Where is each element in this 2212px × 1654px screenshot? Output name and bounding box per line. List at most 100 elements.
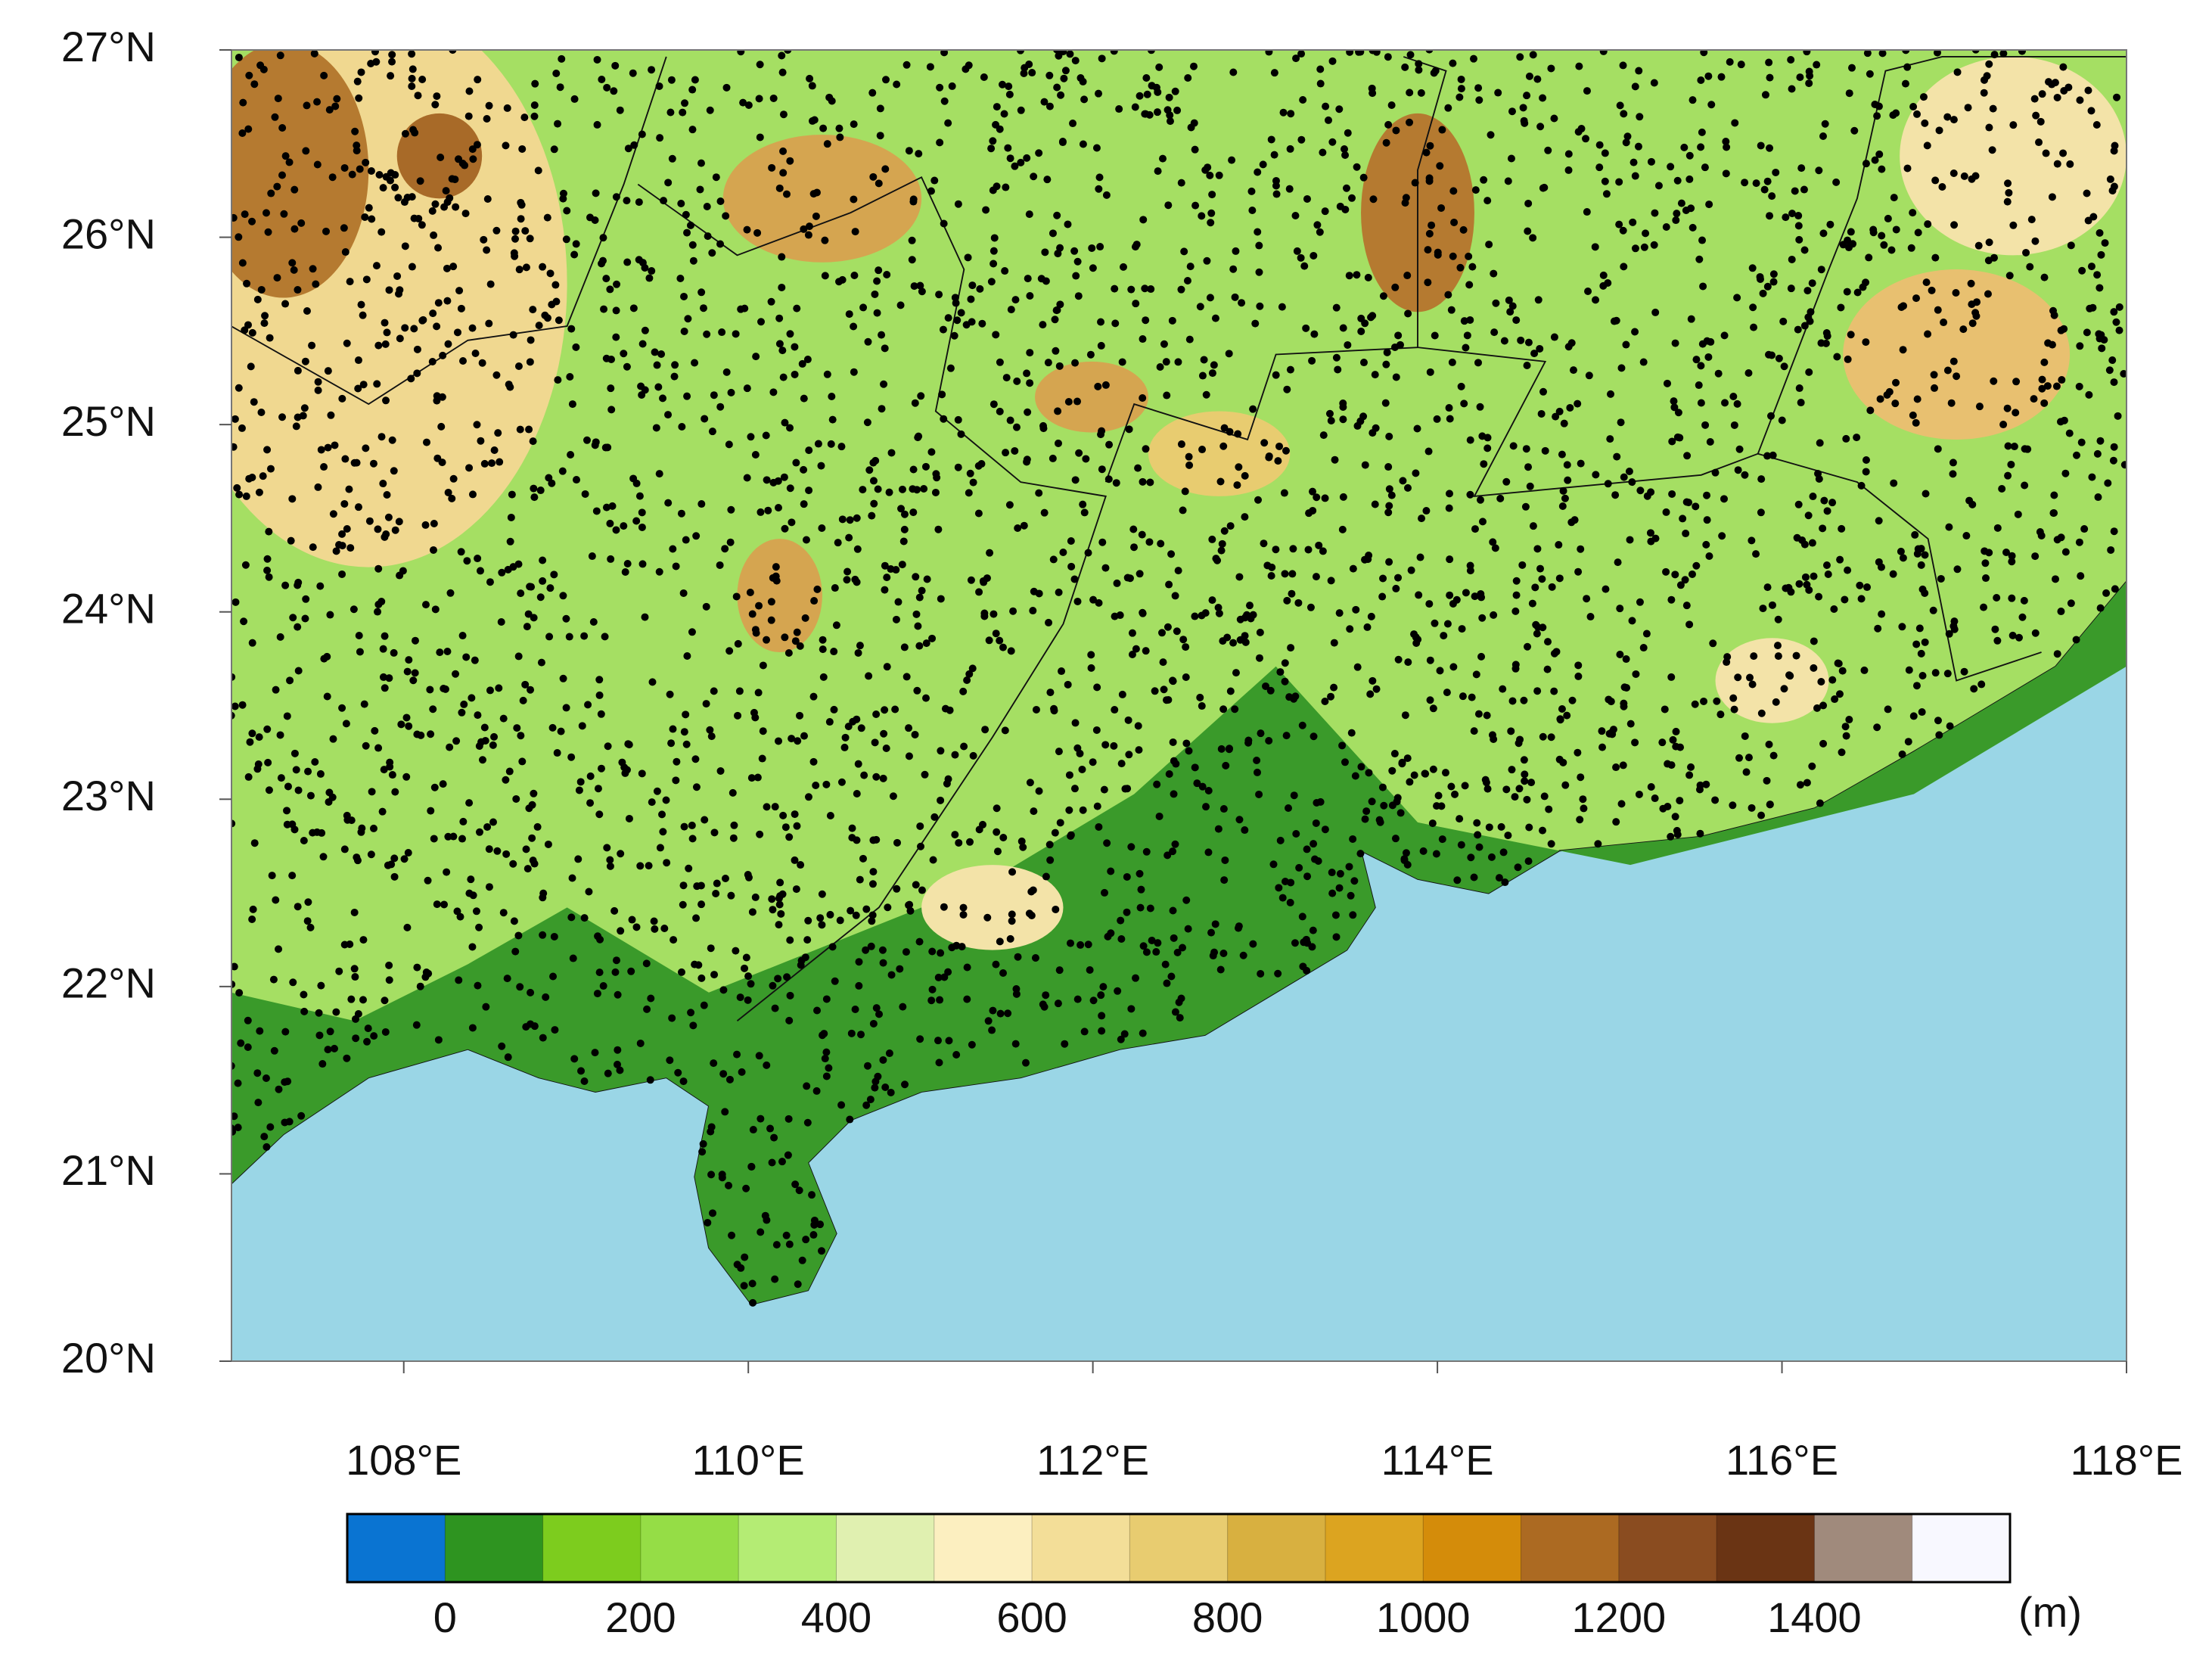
station <box>1198 212 1206 220</box>
station <box>1599 281 1608 290</box>
station <box>1447 782 1456 791</box>
station <box>276 633 284 641</box>
station <box>1430 69 1438 77</box>
station <box>1319 547 1327 555</box>
station <box>1067 562 1076 571</box>
station <box>302 595 310 603</box>
station <box>1160 340 1168 348</box>
station <box>233 483 241 492</box>
station <box>1219 442 1228 450</box>
station <box>318 829 326 837</box>
station <box>2094 493 2102 502</box>
station <box>1328 57 1337 65</box>
station <box>1607 390 1615 398</box>
station <box>1035 489 1043 497</box>
station <box>1514 863 1522 872</box>
station <box>655 82 663 90</box>
station <box>1499 685 1507 693</box>
station <box>852 911 860 919</box>
station <box>521 227 530 235</box>
station <box>1137 885 1145 894</box>
station <box>744 873 753 881</box>
station <box>1169 906 1177 915</box>
station <box>1097 318 1105 326</box>
station <box>1198 782 1207 791</box>
station <box>1061 67 1070 75</box>
station <box>599 234 607 242</box>
station <box>1620 473 1628 481</box>
station <box>1544 638 1552 646</box>
station <box>638 130 646 138</box>
station <box>756 1228 765 1236</box>
station <box>796 642 804 650</box>
station <box>595 676 604 684</box>
station <box>281 1028 290 1036</box>
station <box>781 524 789 533</box>
station <box>396 334 404 343</box>
station <box>460 700 468 708</box>
station <box>1141 284 1149 293</box>
station <box>1701 421 1710 429</box>
station <box>768 1158 776 1167</box>
station <box>1128 629 1136 637</box>
station <box>522 845 530 853</box>
station <box>300 836 308 844</box>
station <box>791 1180 800 1189</box>
station <box>1544 146 1552 154</box>
station <box>1483 434 1492 442</box>
station <box>838 275 847 284</box>
station <box>427 807 435 815</box>
station <box>1233 481 1241 490</box>
station <box>1720 495 1728 503</box>
station <box>1729 801 1737 810</box>
station <box>1794 222 1803 230</box>
station <box>388 51 396 59</box>
station <box>498 568 506 577</box>
station <box>729 834 738 842</box>
station <box>1099 983 1108 991</box>
station <box>552 70 561 78</box>
station <box>1853 434 1861 442</box>
station <box>1647 488 1655 496</box>
station <box>1159 154 1167 163</box>
station <box>883 574 891 582</box>
station <box>896 965 904 973</box>
station <box>1757 811 1766 819</box>
station <box>872 773 881 781</box>
station <box>1670 403 1679 412</box>
station <box>1023 458 1031 466</box>
station <box>1541 446 1549 455</box>
station <box>677 968 685 976</box>
station <box>1349 911 1357 919</box>
station <box>725 1181 733 1189</box>
station <box>874 1072 882 1080</box>
station <box>1043 176 1052 184</box>
station <box>848 824 856 832</box>
station <box>611 61 620 70</box>
station <box>1564 166 1573 174</box>
station <box>944 314 952 322</box>
station <box>304 767 312 776</box>
station <box>391 171 399 179</box>
station <box>937 796 945 804</box>
station <box>502 850 511 858</box>
station <box>473 421 481 429</box>
station <box>1128 651 1136 659</box>
station <box>713 879 721 888</box>
station <box>1162 696 1170 704</box>
station <box>1463 331 1471 340</box>
station <box>1348 194 1356 202</box>
station <box>1697 76 1705 84</box>
station <box>782 190 791 198</box>
station <box>1772 698 1780 706</box>
station <box>1525 72 1533 80</box>
station <box>1808 539 1816 547</box>
station <box>1087 664 1095 672</box>
station <box>1862 160 1870 168</box>
station <box>951 751 959 759</box>
station <box>1797 399 1805 407</box>
station <box>1953 68 1962 76</box>
station <box>1040 508 1049 517</box>
station <box>1267 135 1275 144</box>
station <box>1466 561 1474 570</box>
